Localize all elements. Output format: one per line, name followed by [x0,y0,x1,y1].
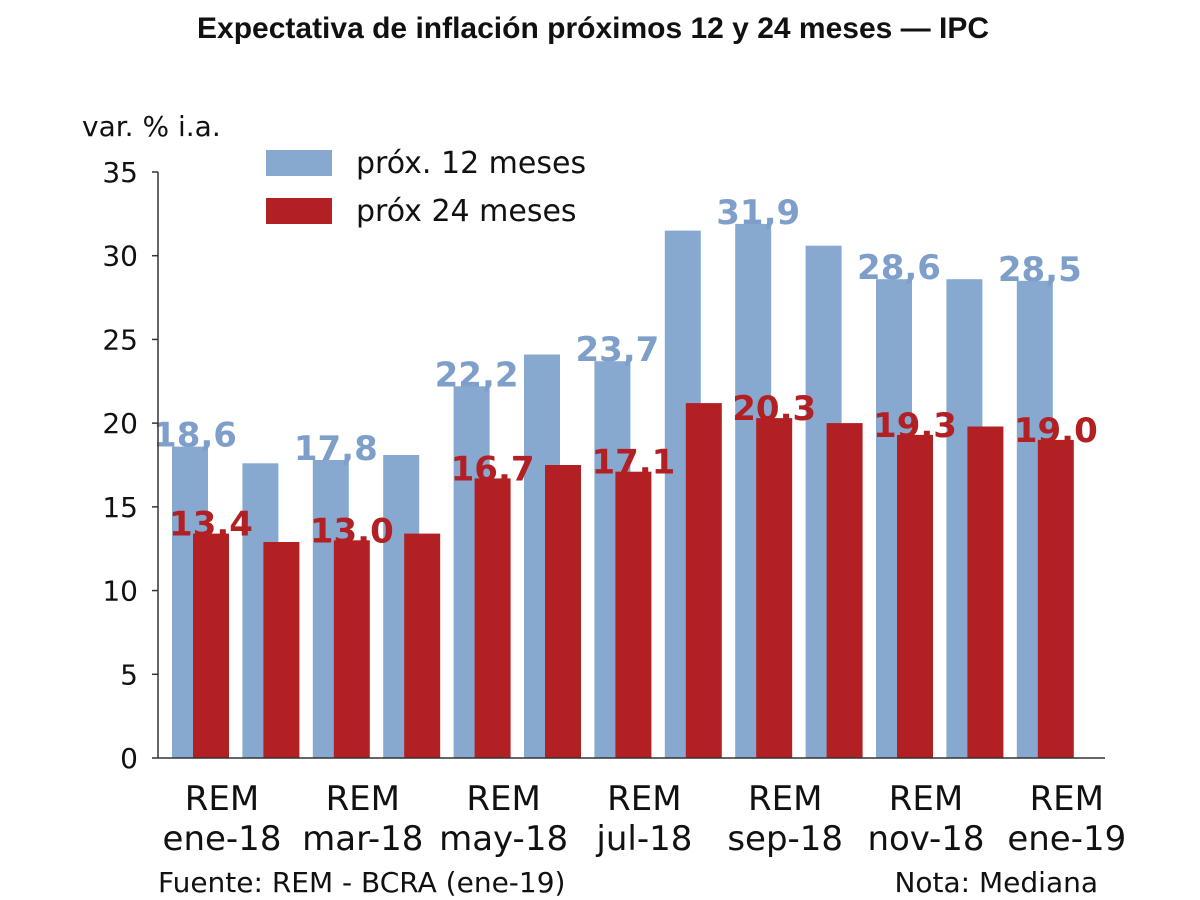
source-note: Fuente: REM - BCRA (ene-19) [158,866,565,899]
bar-24-meses-0 [193,533,229,758]
y-tick-label-5: 25 [102,323,138,356]
axes-group: 05101520253035REMene-18REMmar-18REMmay-1… [102,156,1126,859]
data-label-24-meses-6: 17,1 [591,443,675,483]
bar-24-meses-10 [897,434,933,758]
legend-swatch-1 [266,198,332,224]
data-label-12-meses-12: 28,5 [998,250,1082,290]
data-label-12-meses-10: 28,6 [857,248,941,288]
data-label-24-meses-10: 19,3 [873,406,957,446]
x-tick-label-top-3: REM [607,779,681,819]
legend-label-1: próx 24 meses [356,194,577,229]
y-tick-label-4: 20 [102,407,138,440]
x-tick-label-bottom-6: ene-19 [1007,819,1126,859]
y-axis-unit-label: var. % i.a. [82,110,221,143]
data-label-24-meses-2: 13,0 [310,511,394,551]
data-label-12-meses-8: 31,9 [716,193,800,233]
y-tick-label-1: 5 [120,658,138,691]
bar-24-meses-8 [756,418,793,758]
data-label-24-meses-0: 13,4 [169,505,253,545]
x-tick-label-bottom-0: ene-18 [163,819,282,859]
y-tick-label-3: 15 [102,491,138,524]
y-tick-label-2: 10 [102,575,138,608]
data-label-12-meses-4: 22,2 [435,355,519,395]
data-label-24-meses-12: 19,0 [1014,411,1098,451]
x-tick-label-bottom-2: may-18 [439,819,568,859]
x-tick-label-top-2: REM [466,779,540,819]
x-tick-label-top-1: REM [326,779,400,819]
data-label-24-meses-4: 16,7 [451,449,535,489]
x-tick-label-bottom-1: mar-18 [302,819,423,859]
data-label-12-meses-0: 18,6 [153,416,237,456]
x-tick-label-bottom-3: jul-18 [595,819,692,859]
bar-24-meses-12 [1037,439,1074,758]
bar-group [172,223,1074,759]
data-label-12-meses-2: 17,8 [294,429,378,469]
legend-swatch-0 [266,150,332,176]
legend: próx. 12 meses próx 24 meses [266,146,586,229]
bar-24-meses-7 [685,403,722,758]
x-tick-label-top-5: REM [889,779,963,819]
data-label-24-meses-8: 20,3 [732,389,816,429]
y-tick-label-6: 30 [102,240,138,273]
data-label-12-meses-6: 23,7 [575,330,659,370]
bar-24-meses-4 [474,478,511,758]
bar-24-meses-1 [263,542,300,758]
legend-label-0: próx. 12 meses [356,146,586,181]
x-tick-label-top-0: REM [185,779,259,819]
chart-title: Expectativa de inflación próximos 12 y 2… [197,12,989,45]
x-tick-label-top-6: REM [1030,779,1104,819]
y-tick-label-0: 0 [120,742,138,775]
x-tick-label-bottom-4: sep-18 [727,819,843,859]
bar-24-meses-3 [404,533,441,758]
footnote-median: Nota: Mediana [894,866,1098,899]
data-label-group: 18,6 13,4 17,8 13,0 22,2 16,7 23,7 17,1 31,9 20,3… [153,193,1098,551]
x-tick-label-top-4: REM [748,779,822,819]
bar-24-meses-5 [545,465,581,758]
y-tick-label-7: 35 [102,156,138,189]
bar-24-meses-11 [967,426,1004,758]
x-tick-label-bottom-5: nov-18 [867,819,984,859]
bar-24-meses-6 [615,471,652,758]
bar-24-meses-2 [333,540,370,758]
bar-24-meses-9 [826,423,863,758]
